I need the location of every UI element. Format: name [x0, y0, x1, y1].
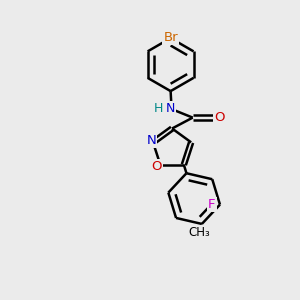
Text: O: O [152, 160, 162, 173]
Text: O: O [214, 111, 224, 124]
Text: H: H [153, 102, 163, 115]
Text: N: N [147, 134, 156, 147]
Text: F: F [208, 198, 215, 211]
Text: Br: Br [163, 31, 178, 44]
Text: N: N [165, 102, 175, 115]
Text: CH₃: CH₃ [188, 226, 210, 239]
